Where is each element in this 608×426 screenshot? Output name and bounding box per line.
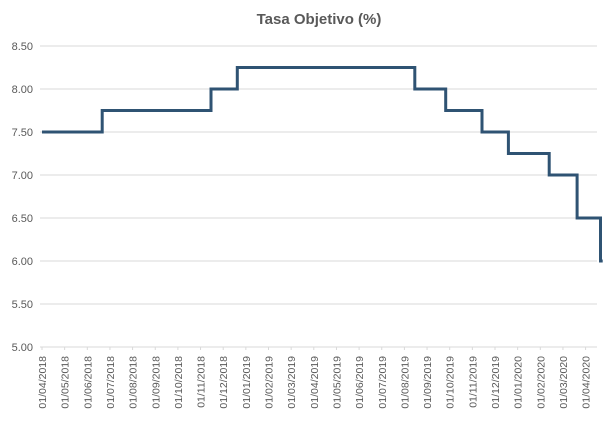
y-axis-group: 8.50 8.00 7.50 7.00 6.50 6.00 5.50 5.00 [12, 41, 33, 354]
x-axis-tick-label: 01/12/2018 [218, 356, 230, 409]
chart-title: Tasa Objetivo (%) [257, 11, 382, 28]
x-axis-tick-label: 01/01/2019 [241, 356, 253, 409]
x-axis-tick-label: 01/06/2019 [354, 356, 366, 409]
x-axis-tick-label: 01/02/2020 [535, 356, 547, 409]
gridlines-group [40, 45, 597, 348]
series-group [42, 66, 603, 263]
x-axis-tick-label: 01/12/2019 [490, 356, 502, 409]
y-axis-tick-label: 8.00 [12, 84, 33, 96]
x-axis-group: 01/04/2018 01/05/2018 01/06/2018 01/07/2018… [37, 347, 593, 409]
y-axis-tick-label: 7.00 [12, 170, 33, 182]
x-axis-tick-label: 01/03/2019 [286, 356, 298, 409]
x-axis-tick-label: 01/04/2019 [309, 356, 321, 409]
x-axis-tick-label: 01/03/2020 [558, 356, 570, 409]
x-axis-tick-label: 01/08/2019 [399, 356, 411, 409]
y-axis-tick-label: 6.50 [12, 213, 33, 225]
x-axis-tick-label: 01/08/2018 [128, 356, 140, 409]
x-axis-tick-label: 01/02/2019 [264, 356, 276, 409]
x-axis-tick-label: 01/05/2019 [331, 356, 343, 409]
y-axis-tick-label: 5.50 [12, 299, 33, 311]
x-axis-tick-label: 01/07/2018 [105, 356, 117, 409]
x-axis-tick-label: 01/09/2019 [422, 356, 434, 409]
x-axis-tick-label: 01/04/2020 [581, 356, 593, 409]
x-axis-tick-label: 01/06/2018 [82, 356, 94, 409]
y-axis-tick-label: 8.50 [12, 41, 33, 53]
x-axis-tick-label: 01/10/2018 [173, 356, 185, 409]
x-axis-tick-label: 01/07/2019 [377, 356, 389, 409]
x-axis-tick-label: 01/05/2018 [60, 356, 72, 409]
x-axis-tick-label: 01/11/2018 [196, 356, 208, 408]
x-axis-tick-label: 01/01/2020 [513, 356, 525, 409]
y-axis-tick-label: 7.50 [12, 127, 33, 139]
rate-step-line [42, 66, 603, 263]
y-axis-tick-label: 6.00 [12, 256, 33, 268]
y-axis-tick-label: 5.00 [12, 342, 33, 354]
x-axis-tick-label: 01/10/2019 [445, 356, 457, 409]
x-axis-tick-label: 01/11/2019 [467, 356, 479, 408]
x-axis-tick-label: 01/09/2018 [150, 356, 162, 409]
x-axis-tick-label: 01/04/2018 [37, 356, 49, 409]
